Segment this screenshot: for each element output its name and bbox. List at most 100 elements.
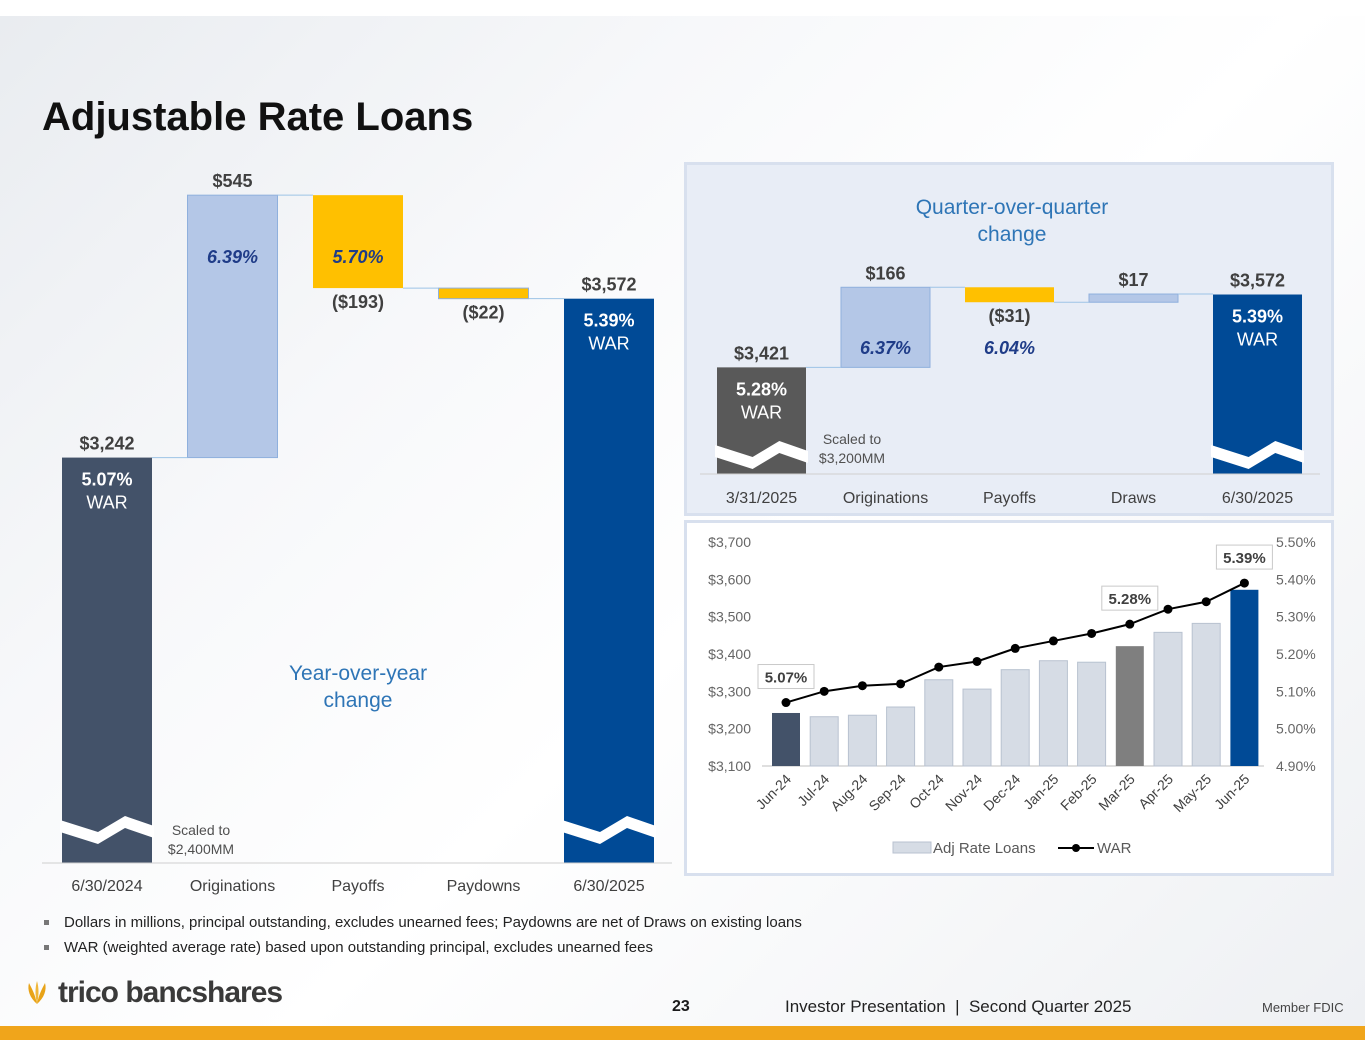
y-right-tick-3: 5.20% [1276, 646, 1316, 662]
y-left-tick-2: $3,300 [708, 683, 751, 699]
category-label-0: 6/30/2024 [71, 878, 142, 895]
y-left-tick-0: $3,100 [708, 758, 751, 774]
x-tick-5: Nov-24 [942, 771, 985, 814]
bar-2 [313, 195, 403, 289]
page-number: 23 [672, 998, 690, 1015]
annotation-line-2: change [978, 223, 1047, 246]
category-label-2: Payoffs [331, 878, 384, 895]
rate-label-2: 5.70% [332, 247, 383, 267]
y-right-tick-4: 5.30% [1276, 609, 1316, 625]
x-tick-4: Oct-24 [906, 771, 947, 812]
footnote-2: WAR (weighted average rate) based upon o… [44, 939, 802, 956]
category-label-2: Payoffs [983, 490, 1036, 507]
point-label-box-0 [757, 664, 815, 690]
y-left-tick-4: $3,500 [708, 609, 751, 625]
trend-bar-7 [1038, 660, 1068, 767]
trend-bar-0 [772, 712, 800, 766]
value-label-3: $17 [1118, 270, 1148, 290]
trend-bar-5 [962, 688, 992, 767]
war-point-10 [1163, 604, 1173, 614]
war-label-0: WAR [741, 402, 782, 422]
point-label-1: 5.28% [1109, 591, 1152, 608]
value-label-0: $3,242 [79, 434, 134, 454]
y-right-tick-5: 5.40% [1276, 571, 1316, 587]
point-label-box-1 [1101, 585, 1159, 611]
x-tick-8: Feb-25 [1057, 771, 1100, 814]
category-label-4: 6/30/2025 [573, 878, 644, 895]
member-fdic: Member FDIC [1262, 1000, 1344, 1015]
legend-swatch-dot [1072, 844, 1080, 852]
trend-bar-9 [1115, 646, 1144, 766]
war-point-3 [896, 679, 906, 689]
value-label-4: $3,572 [581, 275, 636, 295]
y-right-tick-2: 5.10% [1276, 683, 1316, 699]
y-left-tick-5: $3,600 [708, 571, 751, 587]
y-right-tick-6: 5.50% [1276, 534, 1316, 550]
scale-note-line-2: $3,200MM [819, 450, 885, 466]
trend-bar-4 [924, 679, 954, 767]
value-label-3: ($22) [462, 303, 504, 323]
trend-bar-11 [1191, 622, 1221, 767]
x-tick-11: May-25 [1170, 771, 1214, 815]
trend-bar-8 [1077, 661, 1107, 767]
value-label-2: ($193) [332, 292, 384, 312]
rate-label-0: 5.28% [736, 379, 787, 399]
x-tick-0: Jun-24 [753, 771, 795, 813]
annotation-line-2: change [324, 689, 393, 712]
y-left-tick-3: $3,400 [708, 646, 751, 662]
legend-label-bars: Adj Rate Loans [933, 840, 1036, 857]
footer-bar [0, 1026, 1365, 1040]
trend-bar-12 [1230, 589, 1259, 766]
category-label-1: Originations [190, 878, 275, 895]
trend-bar-1 [809, 716, 839, 767]
bar-4 [1213, 294, 1302, 474]
war-point-0 [781, 698, 791, 708]
bar-3 [1088, 293, 1179, 303]
war-label-4: WAR [588, 334, 629, 354]
point-label-0: 5.07% [765, 670, 808, 687]
rate-label-4: 5.39% [583, 311, 634, 331]
bar-4 [564, 298, 654, 863]
point-label-2: 5.39% [1223, 550, 1266, 567]
y-left-tick-6: $3,700 [708, 534, 751, 550]
x-tick-7: Jan-25 [1020, 771, 1062, 813]
company-logo: trico bancshares [22, 976, 283, 1010]
war-label-4: WAR [1237, 330, 1278, 350]
point-label-box-2 [1215, 544, 1273, 570]
footnote-1: Dollars in millions, principal outstandi… [44, 914, 802, 931]
legend-label-line: WAR [1097, 840, 1132, 857]
value-label-2: ($31) [988, 306, 1030, 326]
y-left-tick-1: $3,200 [708, 721, 751, 737]
war-label-0: WAR [86, 493, 127, 513]
bar-0 [62, 457, 152, 863]
y-right-tick-1: 5.00% [1276, 721, 1316, 737]
x-tick-9: Mar-25 [1095, 771, 1138, 814]
war-point-1 [819, 686, 829, 696]
x-tick-10: Apr-25 [1135, 771, 1176, 812]
value-label-0: $3,421 [734, 343, 789, 363]
break-mark-start [715, 441, 808, 469]
sunflower-icon [28, 981, 46, 1004]
company-name: trico bancshares [58, 976, 283, 1009]
break-mark-end [1211, 441, 1304, 469]
war-point-8 [1087, 628, 1097, 638]
war-point-7 [1048, 636, 1058, 646]
value-label-4: $3,572 [1230, 271, 1285, 291]
bar-3 [438, 287, 529, 300]
category-label-1: Originations [843, 490, 928, 507]
trend-bar-2 [847, 714, 877, 767]
y-right-tick-0: 4.90% [1276, 758, 1316, 774]
trend-bar-6 [1000, 669, 1030, 767]
scale-note-line-2: $2,400MM [168, 841, 234, 857]
slide-title: Adjustable Rate Loans [42, 95, 474, 139]
legend-swatch-bars [892, 841, 932, 854]
rate-label-1: 6.37% [860, 338, 911, 358]
war-point-5 [972, 656, 982, 666]
category-label-0: 3/31/2025 [726, 490, 797, 507]
annotation-line-1: Year-over-year [289, 662, 427, 685]
war-point-2 [857, 681, 867, 691]
x-tick-12: Jun-25 [1211, 771, 1253, 813]
bar-2 [965, 287, 1054, 303]
